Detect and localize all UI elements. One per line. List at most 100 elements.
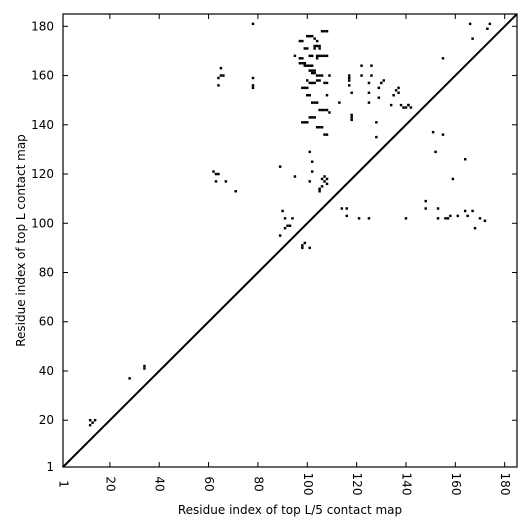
contact-point — [380, 81, 383, 85]
x-axis-title: Residue index of top L/5 contact map — [178, 503, 402, 517]
contact-point — [338, 101, 341, 104]
contact-point — [128, 377, 131, 380]
contact-point — [389, 103, 393, 107]
diagonal-line — [62, 13, 518, 468]
contact-point — [431, 130, 435, 134]
contact-point — [360, 64, 363, 67]
contact-point — [212, 170, 215, 173]
contact-point — [313, 44, 316, 48]
contact-point — [449, 214, 452, 218]
contact-point — [473, 226, 477, 230]
contact-point — [310, 101, 314, 104]
contact-point — [217, 84, 220, 87]
contact-point — [308, 150, 311, 154]
contact-point — [347, 74, 351, 77]
contact-point — [320, 54, 324, 58]
contact-point — [286, 224, 289, 227]
contact-point — [234, 190, 237, 193]
contact-point — [471, 37, 474, 40]
contact-point — [382, 79, 385, 82]
contact-point — [446, 217, 450, 220]
contact-point — [367, 91, 371, 95]
x-tick-label: 60 — [202, 476, 216, 491]
contact-point — [308, 69, 311, 72]
x-tick-label: 180 — [498, 473, 512, 496]
contact-point — [466, 214, 469, 218]
contact-point — [306, 34, 309, 38]
contact-point — [288, 224, 292, 227]
x-tick-label: 120 — [350, 473, 364, 496]
contact-point — [306, 79, 309, 82]
contact-point — [323, 180, 326, 183]
contact-point — [323, 175, 326, 178]
contact-point — [347, 76, 351, 80]
contact-point — [251, 76, 255, 80]
contact-point — [301, 246, 304, 250]
contact-point — [301, 62, 304, 65]
contact-point — [323, 81, 326, 85]
contact-point — [325, 108, 329, 112]
contact-point — [143, 364, 146, 368]
x-tick-label: 1 — [57, 480, 71, 488]
contact-point — [293, 175, 297, 178]
contact-point — [313, 71, 316, 75]
contact-point — [340, 207, 344, 210]
contact-point — [315, 57, 319, 60]
contact-point — [436, 207, 440, 210]
contact-point — [320, 108, 324, 112]
contact-point — [308, 180, 311, 183]
contact-point — [301, 121, 304, 124]
contact-point — [318, 187, 321, 191]
contact-point — [424, 207, 427, 210]
contact-point — [320, 177, 324, 181]
contact-point — [318, 108, 321, 112]
contact-point — [214, 172, 218, 176]
contact-point — [313, 116, 316, 119]
contact-point — [303, 241, 307, 245]
contact-point — [310, 160, 314, 163]
contact-point — [350, 91, 353, 95]
contact-point — [315, 101, 319, 104]
contact-point — [301, 86, 304, 90]
contact-point — [318, 54, 321, 58]
contact-point — [315, 44, 319, 48]
contact-point — [434, 150, 437, 154]
contact-point — [323, 108, 326, 112]
y-tick-label: 140 — [31, 118, 54, 132]
contact-point — [328, 74, 331, 77]
contact-point — [313, 101, 316, 104]
contact-point — [291, 217, 294, 220]
contact-point — [315, 54, 319, 58]
contact-point — [217, 172, 220, 176]
contact-point — [301, 39, 304, 43]
y-tick-label: 100 — [31, 216, 54, 230]
contact-point — [281, 209, 284, 213]
contact-point — [308, 116, 311, 119]
contact-point — [310, 170, 314, 173]
contact-point — [370, 64, 373, 67]
contact-point — [318, 47, 321, 50]
contact-point — [345, 207, 348, 210]
contact-point — [88, 418, 92, 422]
y-tick-label: 160 — [31, 69, 54, 83]
contact-point — [360, 74, 363, 77]
plot-frame — [62, 13, 518, 468]
contact-point — [404, 217, 408, 220]
contact-point — [325, 30, 329, 33]
contact-point — [301, 244, 304, 247]
contact-point — [303, 47, 307, 50]
contact-point — [318, 79, 321, 82]
contact-points — [88, 22, 492, 427]
contact-point — [310, 64, 314, 67]
contact-point — [367, 81, 371, 85]
x-tick-label: 40 — [153, 476, 167, 491]
contact-point — [308, 94, 311, 97]
contact-point — [310, 54, 314, 58]
contact-point — [357, 217, 361, 220]
contact-point — [251, 86, 255, 90]
contact-point — [308, 34, 311, 38]
contact-point — [308, 246, 311, 250]
contact-point — [320, 126, 324, 129]
contact-point — [303, 64, 307, 67]
